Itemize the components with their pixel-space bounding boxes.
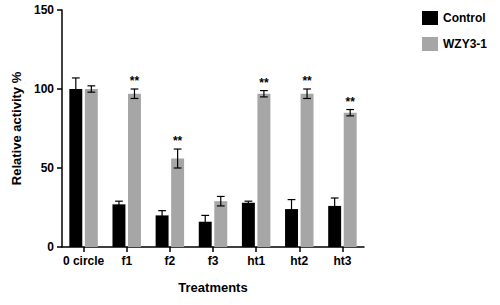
- svg-text:f1: f1: [121, 254, 132, 268]
- svg-text:**: **: [259, 76, 269, 90]
- svg-text:0 circle: 0 circle: [63, 254, 105, 268]
- svg-text:Control: Control: [443, 11, 486, 25]
- svg-text:f3: f3: [208, 254, 219, 268]
- svg-text:**: **: [173, 134, 183, 148]
- svg-text:ht2: ht2: [290, 254, 308, 268]
- svg-text:**: **: [346, 95, 356, 109]
- svg-text:ht3: ht3: [333, 254, 351, 268]
- svg-text:WZY3-1: WZY3-1: [443, 37, 487, 51]
- svg-text:Treatments: Treatments: [178, 280, 247, 295]
- svg-text:150: 150: [34, 3, 54, 17]
- svg-text:Relative activity %: Relative activity %: [9, 71, 24, 185]
- svg-text:50: 50: [41, 161, 55, 175]
- svg-text:100: 100: [34, 82, 54, 96]
- svg-text:**: **: [302, 74, 312, 88]
- svg-text:ht1: ht1: [247, 254, 265, 268]
- svg-text:0: 0: [47, 240, 54, 254]
- svg-text:f2: f2: [165, 254, 176, 268]
- svg-text:**: **: [130, 74, 140, 88]
